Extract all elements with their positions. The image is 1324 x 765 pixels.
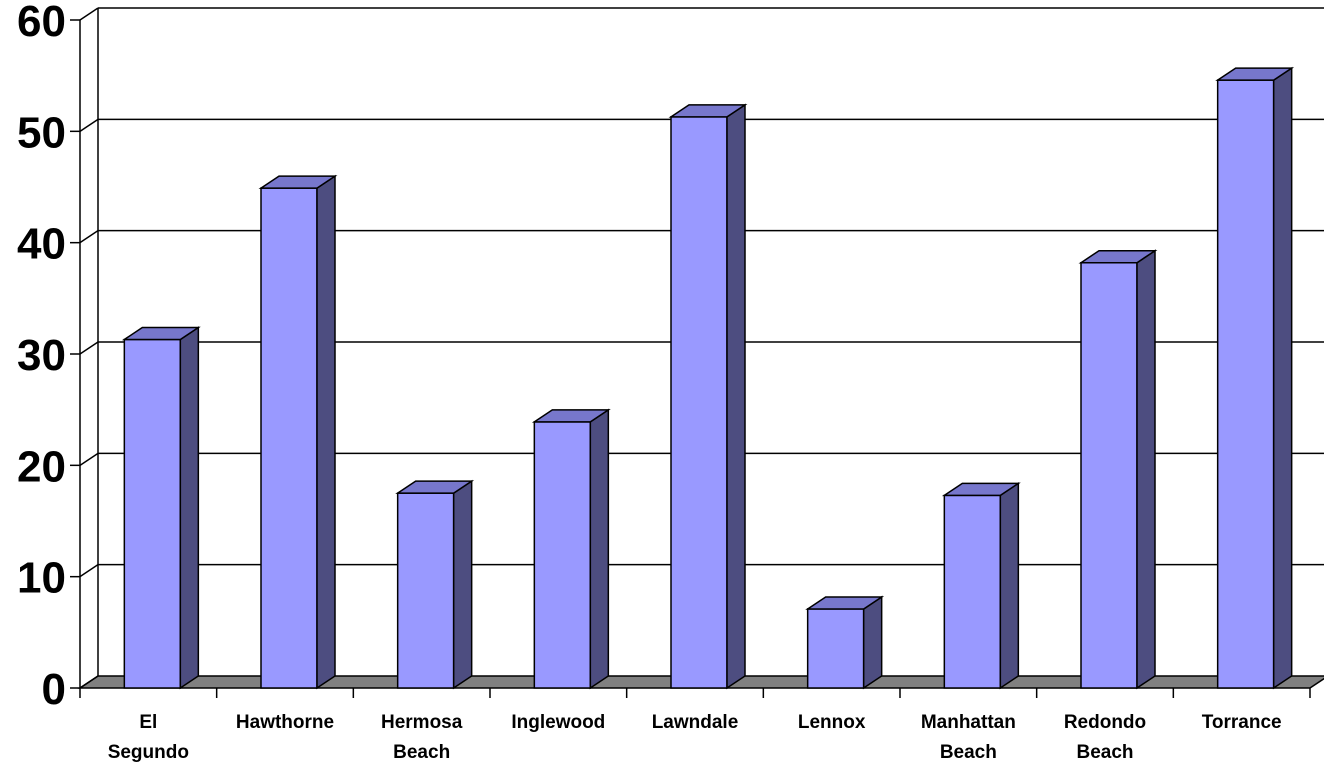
bar-top (1078, 249, 1158, 264)
x-category-label: Redondo Beach (1064, 712, 1146, 763)
y-tick-label: 60 (17, 0, 66, 46)
y-tick-label: 0 (42, 665, 66, 714)
y-tick-connector (79, 7, 99, 21)
bar-top (941, 482, 1021, 497)
bar (1078, 249, 1158, 690)
y-tick-label: 40 (17, 220, 66, 269)
bar (668, 103, 748, 690)
y-tick-connector (79, 675, 99, 689)
bar-front (533, 421, 592, 689)
labels: 0 10 20 30 40 50 60 El Segundo Hawthorne Hermosa Be… (17, 0, 1282, 763)
bar-side (316, 174, 336, 690)
bar-front (806, 608, 865, 689)
bar-side (1136, 249, 1156, 690)
y-tick-connector (79, 230, 99, 244)
y-tick-connector (79, 564, 99, 578)
x-category-label: Lawndale (652, 712, 739, 733)
bars (121, 66, 1295, 690)
bar-side (862, 595, 883, 690)
bar-side (999, 481, 1020, 690)
x-category-label: Lennox (798, 712, 866, 733)
bar-top (121, 326, 201, 341)
bar (805, 595, 885, 690)
bar (941, 481, 1021, 690)
bar-side (1272, 66, 1293, 690)
x-category-label: Torrance (1202, 712, 1282, 733)
bar-side (726, 103, 746, 690)
y-tick-connector (79, 341, 99, 355)
bar-top (668, 104, 748, 118)
x-category-label: Manhattan Beach (921, 712, 1016, 763)
x-category-label: Inglewood (511, 712, 605, 733)
bar-front (943, 494, 1002, 689)
bar-top (395, 480, 475, 494)
bar (121, 326, 201, 690)
y-tick-label: 30 (17, 331, 66, 380)
x-category-label: Hawthorne (236, 712, 334, 733)
bar (531, 408, 611, 690)
bar-front (670, 116, 728, 689)
bar-top (258, 175, 338, 189)
bar (395, 479, 475, 690)
x-category-label: Hermosa Beach (381, 712, 463, 763)
bar-side (452, 479, 473, 690)
bar-top (531, 409, 611, 423)
bar (1215, 66, 1295, 690)
y-tick-label: 20 (17, 442, 66, 491)
bar-front (123, 338, 182, 689)
y-tick-label: 50 (17, 108, 66, 157)
x-category-label: El Segundo (108, 712, 189, 763)
y-tick-connector (79, 452, 99, 466)
bar-front (396, 492, 455, 689)
bar-front (1080, 261, 1138, 689)
y-tick-label: 10 (17, 554, 66, 603)
bar-front (260, 187, 318, 689)
bar-front (1216, 79, 1275, 689)
bar-top (1215, 67, 1295, 81)
bar-side (589, 408, 610, 690)
bar-side (179, 326, 200, 690)
axes (70, 7, 1311, 698)
bar (258, 174, 338, 690)
y-tick-connector (79, 118, 99, 132)
bar-top (805, 596, 885, 610)
